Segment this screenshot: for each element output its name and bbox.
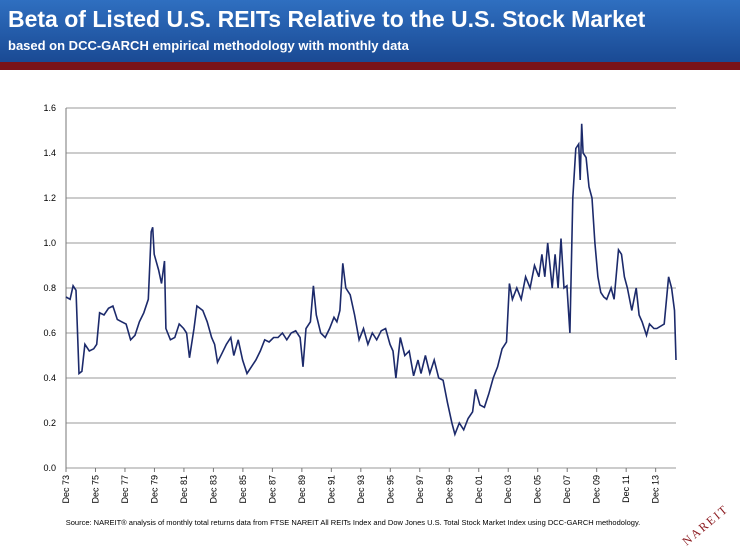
- x-tick-label: Dec 81: [179, 475, 189, 504]
- header-band: [0, 62, 740, 70]
- x-tick-label: Dec 89: [297, 475, 307, 504]
- y-tick-label: 0.8: [43, 283, 56, 293]
- subtitle: based on DCC-GARCH empirical methodology…: [8, 38, 409, 53]
- x-tick-label: Dec 11: [621, 475, 631, 503]
- title: Beta of Listed U.S. REITs Relative to th…: [8, 6, 646, 32]
- x-tick-label: Dec 93: [356, 475, 366, 504]
- y-tick-label: 1.2: [43, 193, 56, 203]
- y-tick-label: 0.6: [43, 328, 56, 338]
- x-tick-label: Dec 03: [503, 475, 513, 504]
- x-tick-label: Dec 77: [120, 475, 130, 504]
- x-tick-label: Dec 09: [592, 475, 602, 504]
- x-tick-label: Dec 07: [562, 475, 572, 504]
- logo: NAREIT: [679, 502, 731, 549]
- x-tick-label: Dec 91: [326, 475, 336, 504]
- x-tick-label: Dec 95: [385, 475, 395, 504]
- x-tick-label: Dec 13: [651, 475, 661, 504]
- x-tick-label: Dec 83: [208, 475, 218, 504]
- x-tick-label: Dec 05: [533, 475, 543, 504]
- source-note: Source: NAREIT® analysis of monthly tota…: [66, 518, 641, 527]
- y-tick-label: 0.0: [43, 463, 56, 473]
- y-tick-label: 0.2: [43, 418, 56, 428]
- x-tick-label: Dec 01: [474, 475, 484, 504]
- x-tick-label: Dec 79: [149, 475, 159, 504]
- header-banner: [0, 0, 740, 62]
- y-tick-label: 1.6: [43, 103, 56, 113]
- x-tick-label: Dec 73: [61, 475, 71, 504]
- y-tick-label: 0.4: [43, 373, 56, 383]
- y-tick-label: 1.4: [43, 148, 56, 158]
- x-tick-label: Dec 87: [267, 475, 277, 504]
- y-tick-label: 1.0: [43, 238, 56, 248]
- x-tick-label: Dec 99: [444, 475, 454, 504]
- x-tick-label: Dec 85: [238, 475, 248, 504]
- x-tick-label: Dec 75: [90, 475, 100, 504]
- x-tick-label: Dec 97: [415, 475, 425, 504]
- line: [65, 123, 677, 437]
